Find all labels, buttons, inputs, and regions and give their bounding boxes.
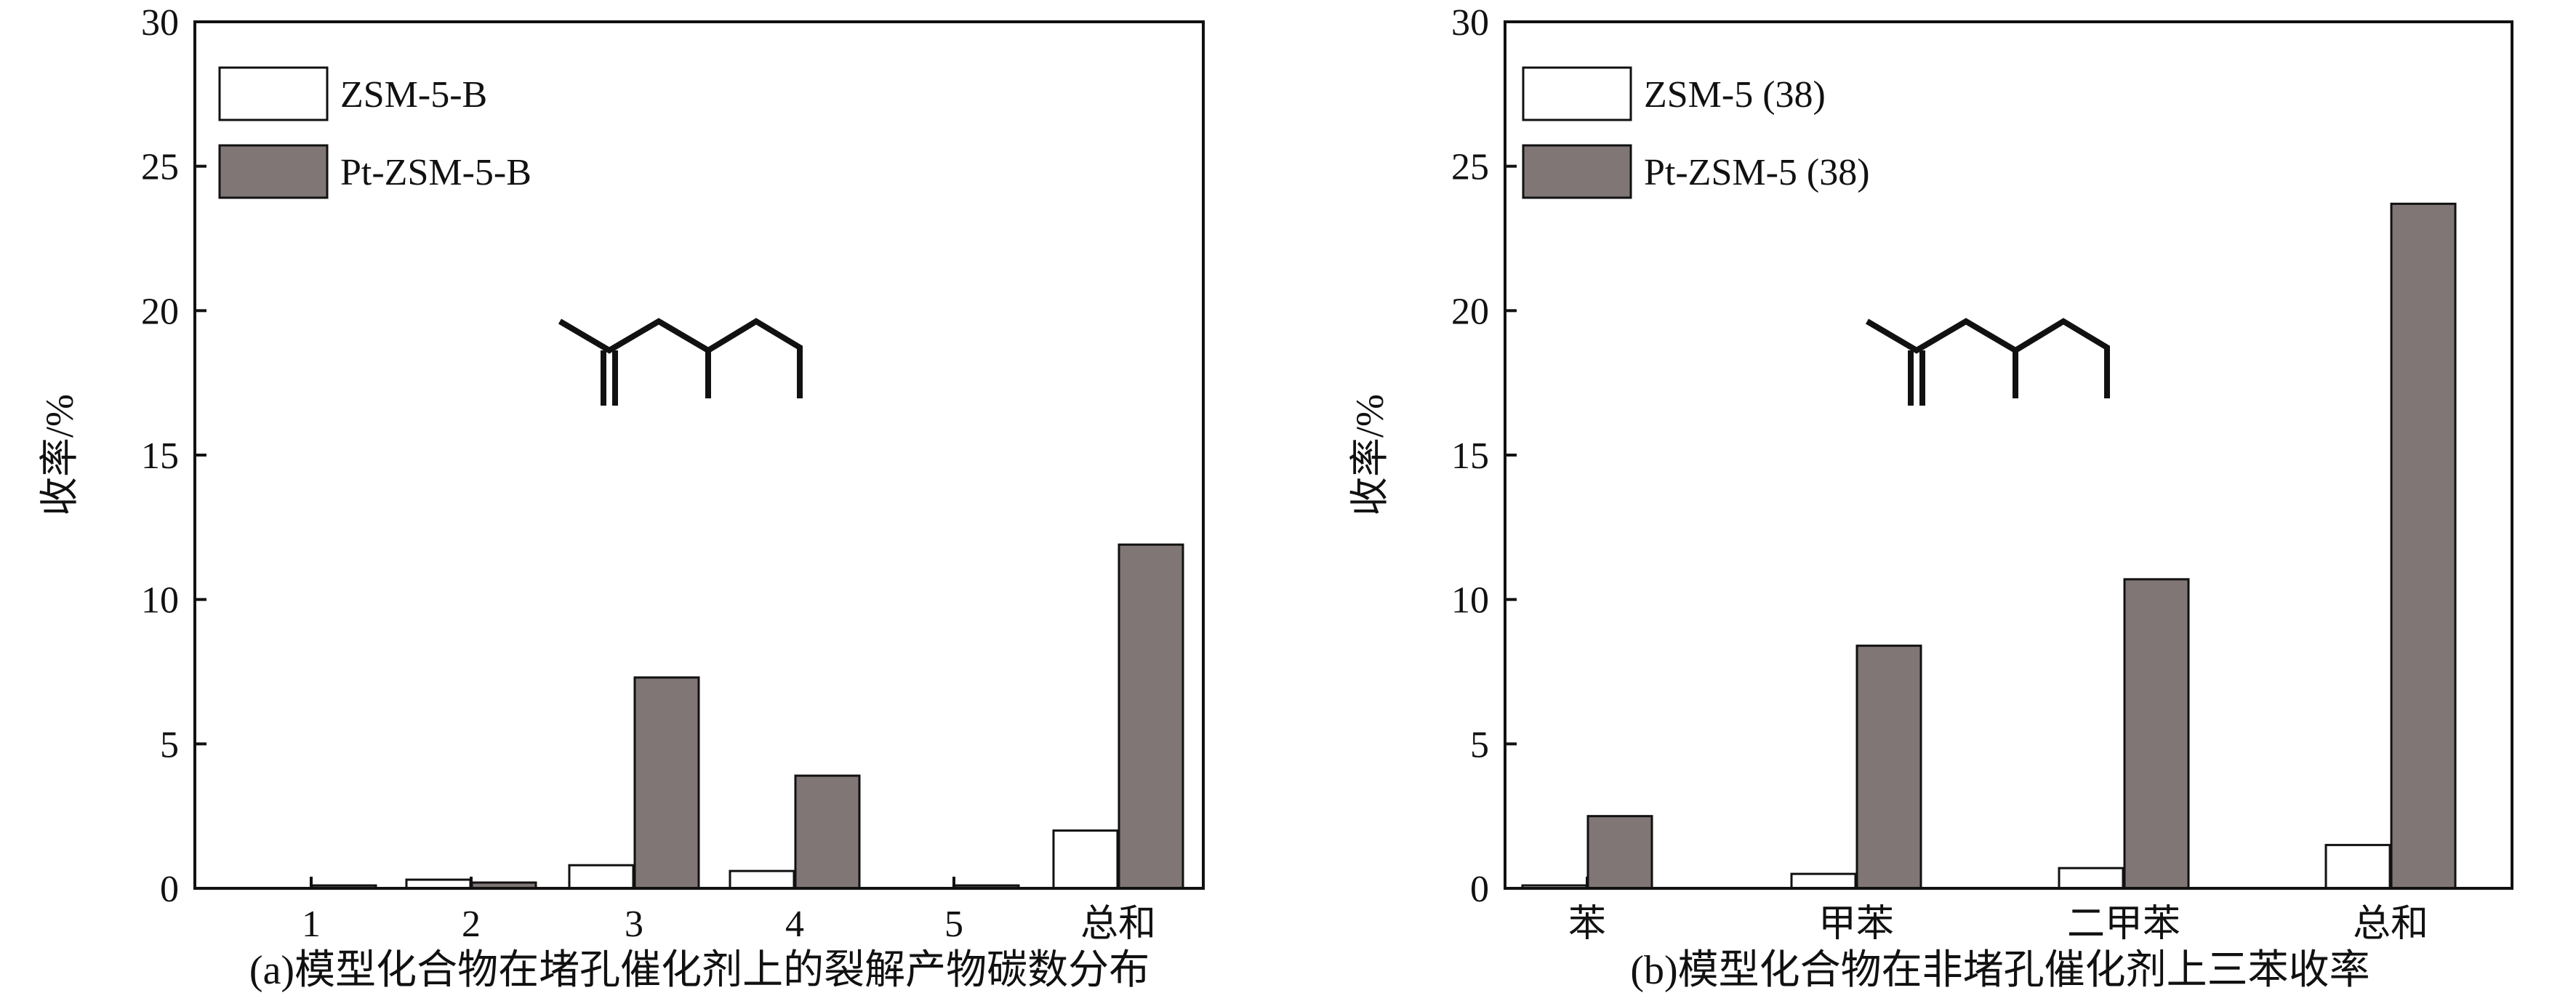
y-tick-label: 15 — [141, 435, 179, 477]
bar-series2-6 — [1118, 543, 1184, 890]
y-tick-label: 25 — [1451, 147, 1489, 188]
y-tick-label: 30 — [141, 2, 179, 44]
y-tick-label: 25 — [141, 147, 179, 188]
x-category-label: 总和 — [2353, 904, 2428, 945]
x-category-label: 2 — [462, 904, 481, 945]
bar-series1-4 — [2324, 843, 2391, 890]
y-tick-label: 5 — [160, 724, 179, 765]
legend-label-2: Pt-ZSM-5-B — [340, 152, 531, 193]
legend-swatch-1 — [1522, 66, 1632, 121]
legend-label-1: ZSM-5 (38) — [1644, 74, 1826, 116]
x-category-label: 3 — [625, 904, 643, 945]
x-category-label: 苯 — [1568, 904, 1606, 945]
y-tick-label: 10 — [141, 580, 179, 622]
bar-series2-4 — [2390, 202, 2457, 890]
y-tick-label: 20 — [1451, 291, 1489, 332]
y-tick-label: 10 — [1451, 580, 1489, 622]
molecule-chain — [558, 318, 803, 398]
chart-a: 0 5 10 15 20 25 30 1 2 3 4 5 总和 收率/% ZSM-5-B Pt-ZSM-5-B… — [38, 2, 1205, 993]
bar-series1-2 — [1790, 872, 1857, 890]
y-axis-label: 收率/% — [1348, 394, 1392, 516]
bar-series2-1 — [1586, 815, 1653, 890]
legend-label-1: ZSM-5-B — [340, 74, 487, 116]
x-category-label: 4 — [785, 904, 804, 945]
legend-swatch-1 — [218, 66, 329, 121]
bar-series1-4 — [729, 869, 795, 890]
x-category-label: 总和 — [1080, 904, 1156, 945]
legend-swatch-2 — [1522, 144, 1632, 199]
bar-series1-3 — [2058, 867, 2124, 890]
x-category-label: 5 — [944, 904, 963, 945]
molecule-chain — [1865, 318, 2110, 398]
chart-caption: (a)模型化合物在堵孔催化剂上的裂解产物碳数分布 — [249, 948, 1149, 993]
chart-b: 0 5 10 15 20 25 30 苯 甲苯 二甲苯 总和 收率/% ZSM-5 (38) Pt-ZSM… — [1348, 2, 2513, 993]
y-axis-label: 收率/% — [38, 394, 81, 516]
bar-series1-6 — [1052, 829, 1119, 890]
y-tick-label: 15 — [1451, 435, 1489, 477]
y-tick-label: 5 — [1470, 724, 1489, 765]
chart-caption: (b)模型化合物在非堵孔催化剂上三苯收率 — [1630, 948, 2370, 993]
bar-series2-4 — [794, 774, 861, 890]
bar-series2-2 — [1855, 644, 1922, 890]
legend-swatch-2 — [218, 144, 329, 199]
legend-label-2: Pt-ZSM-5 (38) — [1644, 152, 1870, 193]
y-tick-label: 20 — [141, 291, 179, 332]
y-tick-label: 0 — [1470, 869, 1489, 910]
bar-series2-3 — [633, 676, 700, 890]
y-tick-label: 0 — [160, 869, 179, 910]
bar-series2-3 — [2123, 578, 2190, 890]
x-category-label: 甲苯 — [1818, 904, 1894, 945]
x-category-label: 二甲苯 — [2067, 904, 2180, 945]
bar-series1-3 — [568, 864, 635, 890]
y-tick-label: 30 — [1451, 2, 1489, 44]
x-category-label: 1 — [302, 904, 321, 945]
